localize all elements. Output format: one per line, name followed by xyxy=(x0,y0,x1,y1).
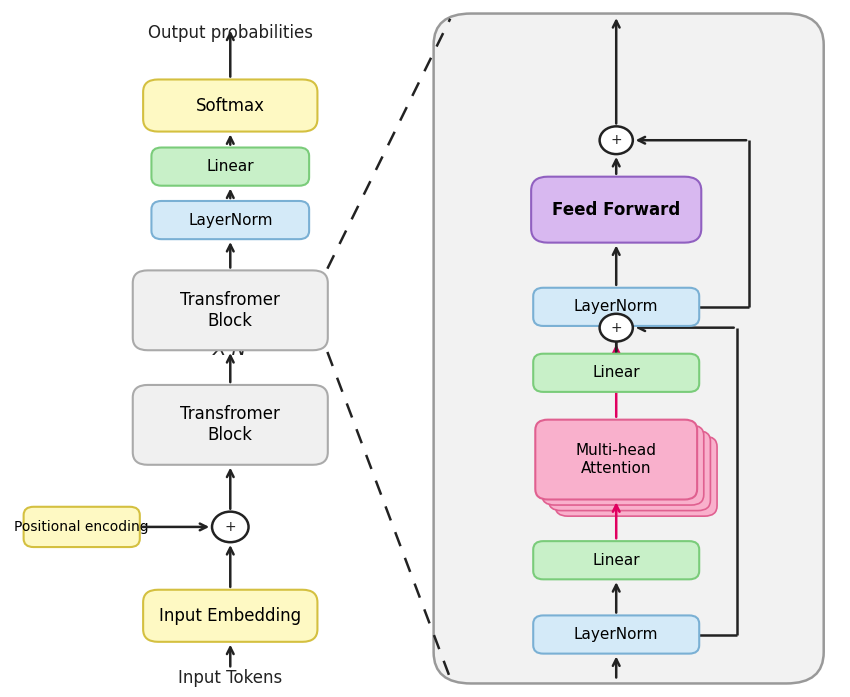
FancyBboxPatch shape xyxy=(133,270,328,350)
FancyBboxPatch shape xyxy=(536,420,697,500)
FancyBboxPatch shape xyxy=(548,431,711,511)
Text: LayerNorm: LayerNorm xyxy=(188,213,273,227)
Text: Transfromer
Block: Transfromer Block xyxy=(180,291,280,330)
Text: +: + xyxy=(610,133,622,147)
FancyBboxPatch shape xyxy=(533,615,700,654)
Circle shape xyxy=(599,314,632,342)
FancyBboxPatch shape xyxy=(143,590,317,642)
FancyBboxPatch shape xyxy=(533,288,700,326)
Text: Positional encoding: Positional encoding xyxy=(14,520,149,534)
Text: Softmax: Softmax xyxy=(196,96,265,114)
FancyBboxPatch shape xyxy=(533,353,700,392)
FancyBboxPatch shape xyxy=(533,541,700,579)
FancyBboxPatch shape xyxy=(151,148,309,185)
FancyBboxPatch shape xyxy=(24,507,139,547)
FancyBboxPatch shape xyxy=(151,201,309,239)
Circle shape xyxy=(212,512,248,542)
FancyBboxPatch shape xyxy=(531,176,701,243)
FancyBboxPatch shape xyxy=(143,79,317,132)
Text: Linear: Linear xyxy=(592,365,640,381)
Circle shape xyxy=(599,126,632,154)
Text: LayerNorm: LayerNorm xyxy=(574,627,659,642)
FancyBboxPatch shape xyxy=(434,13,824,684)
Text: X N: X N xyxy=(213,340,247,360)
Text: Feed Forward: Feed Forward xyxy=(552,201,680,219)
Text: LayerNorm: LayerNorm xyxy=(574,299,659,314)
Text: Input Tokens: Input Tokens xyxy=(178,669,282,687)
Text: Output probabilities: Output probabilities xyxy=(148,24,313,42)
Text: Linear: Linear xyxy=(592,553,640,568)
FancyBboxPatch shape xyxy=(542,425,704,505)
Text: Linear: Linear xyxy=(207,159,254,174)
Text: +: + xyxy=(224,520,236,534)
Text: Transfromer
Block: Transfromer Block xyxy=(180,406,280,444)
Text: +: + xyxy=(610,321,622,335)
FancyBboxPatch shape xyxy=(555,436,717,516)
Text: Input Embedding: Input Embedding xyxy=(159,607,302,625)
Text: Multi-head
Attention: Multi-head Attention xyxy=(575,443,657,476)
FancyBboxPatch shape xyxy=(133,385,328,465)
